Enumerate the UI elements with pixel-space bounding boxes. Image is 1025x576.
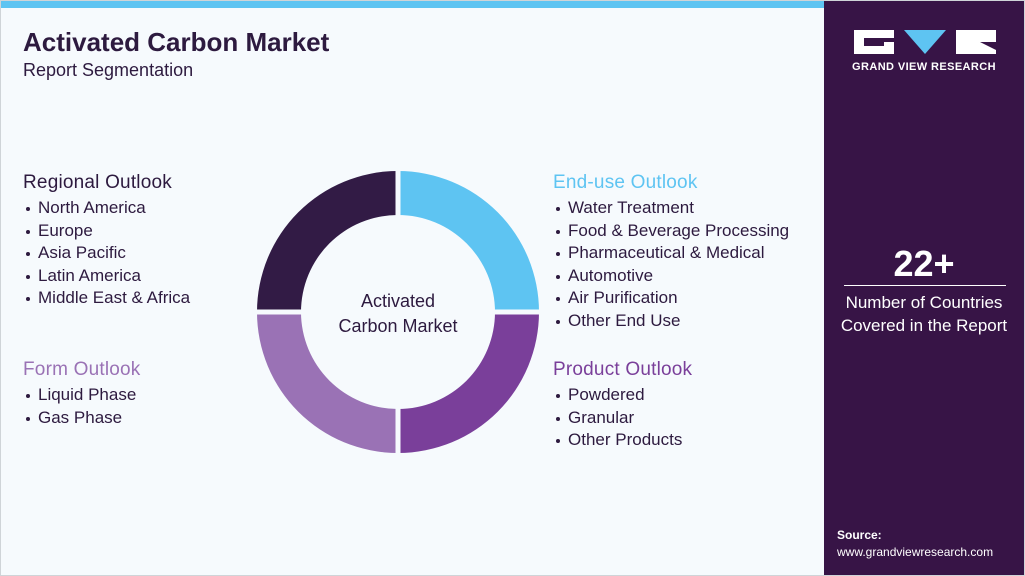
source-label: Source:: [837, 528, 882, 542]
segment-item: Water Treatment: [553, 197, 789, 220]
segment-item: Food & Beverage Processing: [553, 220, 789, 243]
segment-item: Automotive: [553, 265, 789, 288]
stat-label-line: Covered in the Report: [840, 316, 1008, 335]
segment-item: Powdered: [553, 384, 692, 407]
segment-title: End-use Outlook: [553, 172, 698, 193]
center-line: Activated: [360, 291, 436, 311]
brand: GRAND VIEW RESEARCH: [852, 61, 996, 73]
title: Activated Carbon Market: [23, 27, 330, 57]
divider: [844, 285, 1006, 286]
segment-item: Europe: [23, 220, 190, 243]
segment-item: Other Products: [553, 429, 692, 452]
center-label: Activated Carbon Market: [298, 289, 498, 339]
donut-segment: [398, 171, 539, 312]
segment: Form Outlook Liquid Phase Gas Phase: [23, 359, 141, 429]
segment-item: North America: [23, 197, 190, 220]
donut-segment: [398, 312, 539, 453]
stat-label-line: Number of Countries: [845, 293, 1003, 312]
segment-title: Regional Outlook: [23, 172, 172, 193]
subtitle: Report Segmentation: [23, 60, 194, 80]
stat-label: Number of Countries Covered in the Repor…: [824, 291, 1024, 337]
source: Source: www.grandviewresearch.com: [837, 527, 993, 561]
segment-list: Liquid Phase Gas Phase: [23, 384, 141, 429]
donut: [253, 167, 543, 457]
stat: 22+: [893, 243, 955, 284]
segment: Regional Outlook North America Europe Asia …: [23, 172, 190, 310]
segment-item: Asia Pacific: [23, 242, 190, 265]
segment-item: Gas Phase: [23, 407, 141, 430]
segment: End-use Outlook Water Treatment Food & Bev…: [553, 172, 789, 333]
segment-item: Other End Use: [553, 310, 789, 333]
sidebar: GRAND VIEW RESEARCH 22+ Number of Countr…: [824, 1, 1024, 575]
segment-item: Pharmaceutical & Medical: [553, 242, 789, 265]
top-bar: [1, 1, 824, 8]
segment-list: North America Europe Asia Pacific Latin Ame…: [23, 197, 190, 310]
segment: Product Outlook Powdered Granular Other Pro…: [553, 359, 692, 452]
segment-title: Form Outlook: [23, 359, 141, 380]
source-url: www.grandviewresearch.com: [837, 545, 994, 559]
center-line: Carbon Market: [338, 316, 458, 336]
segment-list: Water Treatment Food & Beverage Processin…: [553, 197, 789, 333]
segment-list: Powdered Granular Other Products: [553, 384, 692, 452]
logo: [854, 30, 996, 54]
segment-title: Product Outlook: [553, 359, 693, 380]
segment-item: Latin America: [23, 265, 190, 288]
segment-item: Middle East & Africa: [23, 287, 190, 310]
segment-item: Liquid Phase: [23, 384, 141, 407]
donut-segment: [257, 171, 398, 312]
segment-item: Air Purification: [553, 287, 789, 310]
segment-item: Granular: [553, 407, 692, 430]
donut-segment: [257, 312, 398, 453]
